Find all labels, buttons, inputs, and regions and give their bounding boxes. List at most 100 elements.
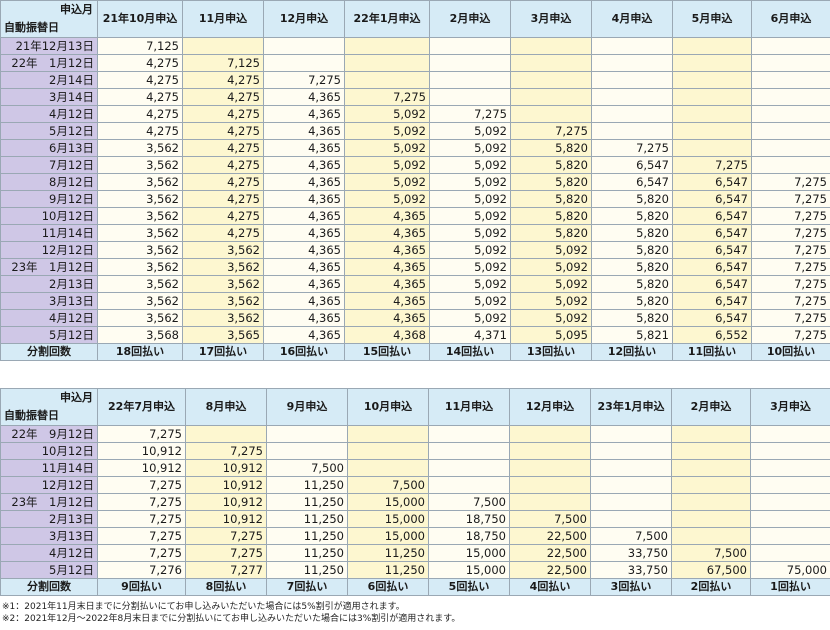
amount-cell [429, 54, 511, 72]
amount-cell [590, 493, 672, 511]
amount-cell [751, 54, 830, 72]
amount-cell [428, 476, 510, 494]
amount-cell: 4,365 [263, 105, 345, 123]
table-row: 21年12月13日 7,125 [0, 37, 830, 55]
amount-cell: 6,547 [672, 173, 752, 191]
amount-cell [672, 105, 752, 123]
installments-cell: 3回払い [590, 578, 672, 596]
amount-cell: 5,821 [591, 326, 673, 344]
column-header: 11月申込 [182, 0, 264, 38]
amount-cell [751, 105, 830, 123]
amount-cell: 7,275 [751, 241, 830, 259]
amount-cell: 15,000 [347, 493, 429, 511]
header-row: 申込月 自動振替日 22年7月申込 8月申込 9月申込 10月申込 11月申込 12月申込 23… [0, 388, 830, 426]
column-header: 5月申込 [672, 0, 752, 38]
amount-cell: 3,562 [97, 292, 183, 310]
table-row: 3月13日 3,562 3,562 4,365 4,365 5,092 5,092 5,820… [0, 292, 830, 310]
amount-cell: 11,250 [266, 510, 348, 528]
amount-cell: 11,250 [266, 493, 348, 511]
row-date-label: 22年 9月12日 [0, 425, 98, 443]
amount-cell: 4,365 [344, 207, 430, 225]
amount-cell: 10,912 [185, 493, 267, 511]
amount-cell: 15,000 [428, 544, 510, 562]
amount-cell: 5,820 [510, 207, 592, 225]
amount-cell: 7,275 [751, 292, 830, 310]
amount-cell: 7,275 [751, 207, 830, 225]
amount-cell: 3,565 [182, 326, 264, 344]
row-date-label: 12月12日 [0, 476, 98, 494]
installments-cell: 7回払い [266, 578, 348, 596]
footnote-1: ※1：2021年11月末日までに分割払いにてお申し込みいただいた場合には5%割引… [2, 602, 405, 612]
installments-label: 分割回数 [0, 343, 98, 361]
installments-cell: 17回払い [182, 343, 264, 361]
amount-cell [750, 442, 830, 460]
amount-cell: 7,275 [751, 224, 830, 242]
column-header: 11月申込 [428, 388, 510, 426]
table-row: 3月14日 4,275 4,275 4,365 7,275 [0, 88, 830, 106]
amount-cell: 5,092 [429, 275, 511, 293]
header-row: 申込月 自動振替日 21年10月申込 11月申込 12月申込 22年1月申込 2月申込 3月申… [0, 0, 830, 38]
amount-cell [510, 105, 592, 123]
amount-cell: 4,365 [263, 275, 345, 293]
amount-cell: 7,275 [97, 527, 186, 545]
amount-cell [671, 425, 751, 443]
amount-cell: 10,912 [97, 442, 186, 460]
amount-cell: 11,250 [266, 476, 348, 494]
row-date-label: 3月13日 [0, 527, 98, 545]
amount-cell: 5,092 [429, 122, 511, 140]
installments-cell: 2回払い [671, 578, 751, 596]
amount-cell: 4,275 [182, 71, 264, 89]
amount-cell: 11,250 [266, 527, 348, 545]
amount-cell [671, 442, 751, 460]
amount-cell: 4,275 [97, 88, 183, 106]
amount-cell: 5,820 [591, 292, 673, 310]
amount-cell: 4,275 [182, 173, 264, 191]
table-row: 4月12日 7,275 7,275 11,250 11,250 15,000 22,500 3… [0, 544, 830, 562]
amount-cell: 22,500 [509, 544, 591, 562]
amount-cell: 11,250 [347, 561, 429, 579]
table-row: 2月13日 7,275 10,912 11,250 15,000 18,750 7,500 [0, 510, 830, 528]
amount-cell [509, 459, 591, 477]
row-date-label: 5月12日 [0, 122, 98, 140]
amount-cell [751, 88, 830, 106]
amount-cell: 6,552 [672, 326, 752, 344]
amount-cell: 4,365 [263, 139, 345, 157]
footnote-2: ※2：2021年12月～2022年8月末日までに分割払いにてお申し込みいただいた… [2, 614, 461, 624]
amount-cell: 6,547 [672, 241, 752, 259]
amount-cell: 15,000 [347, 510, 429, 528]
amount-cell: 7,275 [97, 493, 186, 511]
amount-cell: 5,092 [429, 309, 511, 327]
amount-cell: 7,125 [97, 37, 183, 55]
row-date-label: 11月14日 [0, 459, 98, 477]
amount-cell: 4,365 [344, 241, 430, 259]
amount-cell: 3,562 [97, 258, 183, 276]
amount-cell: 7,125 [182, 54, 264, 72]
amount-cell: 3,562 [182, 241, 264, 259]
amount-cell [750, 425, 830, 443]
installments-cell: 5回払い [428, 578, 510, 596]
amount-cell: 6,547 [672, 292, 752, 310]
amount-cell [750, 510, 830, 528]
corner-column-label: 申込月 [60, 391, 93, 404]
amount-cell [751, 122, 830, 140]
table-row: 2月13日 3,562 3,562 4,365 4,365 5,092 5,092 5,820… [0, 275, 830, 293]
amount-cell [591, 105, 673, 123]
row-date-label: 23年 1月12日 [0, 493, 98, 511]
table-row: 22年 1月12日 4,275 7,125 [0, 54, 830, 72]
table-row: 2月14日 4,275 4,275 7,275 [0, 71, 830, 89]
amount-cell [590, 442, 672, 460]
amount-cell: 7,275 [185, 527, 267, 545]
amount-cell: 5,820 [510, 139, 592, 157]
amount-cell [347, 442, 429, 460]
amount-cell: 4,275 [182, 207, 264, 225]
column-header: 12月申込 [509, 388, 591, 426]
amount-cell: 5,092 [344, 105, 430, 123]
row-date-label: 11月14日 [0, 224, 98, 242]
amount-cell [344, 37, 430, 55]
amount-cell: 22,500 [509, 561, 591, 579]
row-date-label: 5月12日 [0, 326, 98, 344]
amount-cell: 5,092 [344, 173, 430, 191]
amount-cell [671, 476, 751, 494]
amount-cell: 4,275 [97, 54, 183, 72]
amount-cell: 5,092 [344, 156, 430, 174]
